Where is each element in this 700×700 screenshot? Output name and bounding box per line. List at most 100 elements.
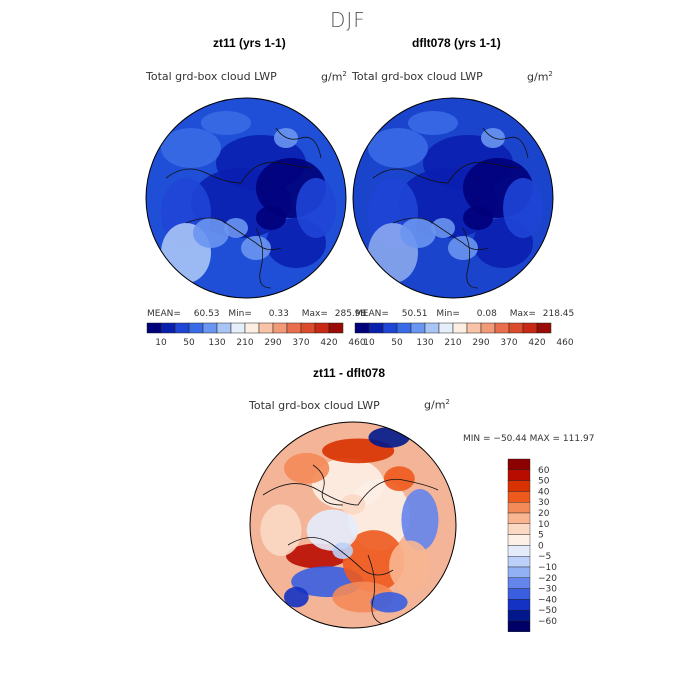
diff-colorbar-tick-label: 20 [538,509,550,519]
colorbar-swatch-1 [174,322,190,334]
colorbar-swatch-1 [188,322,204,334]
diff-region-14 [283,586,309,608]
panel-title-3: zt11 - dflt078 [313,366,386,380]
colorbar-tick-label-2: 10 [363,338,375,348]
colorbar-swatch-1 [160,322,176,334]
diff-colorbar-tick-label: −20 [538,574,557,584]
colorbar-swatch-2 [480,322,496,334]
diff-colorbar-tick-label: 60 [538,466,550,476]
diff-colorbar-tick-label: 5 [538,531,544,541]
lwp-region-1-9 [274,128,298,148]
units-label-1: g/m2 [321,70,347,84]
figure-title: DJF [330,8,366,32]
diff-region-16 [332,542,354,559]
colorbar-1: 10 50 130 210 290 370 420 460 [146,322,366,348]
colorbar-swatch-1 [202,322,218,334]
mean-label-2: MEAN= [355,309,389,319]
diff-coastline-c [367,554,386,626]
lwp-region-2-13 [463,206,493,230]
min-value-1: 0.33 [268,309,289,319]
colorbar-swatch-1 [244,322,260,334]
colorbar-tick-label-1: 420 [320,338,337,348]
coastline-b-1 [185,217,282,251]
lwp-region-2-12 [431,218,455,238]
colorbar-swatch-2 [354,322,370,334]
colorbar-tick-label-2: 460 [556,338,573,348]
diff-region-11 [306,509,359,551]
max-label-1: Max= [301,309,328,319]
mean-value-2: 50.51 [401,309,428,319]
colorbar-tick-label-1: 50 [183,338,195,348]
diff-colorbar-swatch [507,610,531,622]
colorbar-swatch-2 [424,322,440,334]
colorbar-swatch-1 [328,322,344,334]
colorbar-swatch-2 [536,322,552,334]
diff-colorbar-swatch [507,620,531,633]
diff-colorbar-tick-label: 10 [538,520,550,530]
colorbar-swatch-2 [522,322,538,334]
colorbar-swatch-2 [494,322,510,334]
units-label-2: g/m2 [527,70,553,84]
diff-colorbar-swatch [507,588,531,600]
diff-coastline-a [262,478,439,506]
variable-label-3: Total grd-box cloud LWP [249,399,380,412]
min-label-1: Min= [228,309,252,319]
diff-colorbar-swatch [507,599,531,611]
coastline-c-2 [462,227,479,289]
max-value-1: 285.98 [334,309,367,319]
coastline-d-2 [482,127,529,159]
colorbar-tick-label-2: 420 [528,338,545,348]
stats-line-2: MEAN= 50.51 Min= 0.08 Max= 218.45 [355,309,574,319]
diff-colorbar-swatch [507,491,531,503]
colorbar-tick-label-2: 370 [500,338,517,348]
colorbar-swatch-2 [410,322,426,334]
diff-colorbar-tick-label: 30 [538,498,550,508]
colorbar-tick-label-2: 50 [391,338,403,348]
lwp-region-2-9 [481,128,505,148]
colorbar-swatch-1 [258,322,274,334]
map-border-1 [145,97,347,299]
colorbar-swatch-2 [368,322,384,334]
diff-map-border [249,421,457,629]
variable-label-1: Total grd-box cloud LWP [146,70,277,83]
max-value-2: 218.45 [542,309,575,319]
diff-colorbar-swatch [507,469,531,481]
diff-region-4 [368,427,410,448]
colorbar-swatch-1 [286,322,302,334]
colorbar-tick-label-1: 130 [208,338,225,348]
min-value-2: 0.08 [476,309,497,319]
diff-colorbar-swatch [507,512,531,525]
colorbar-tick-label-1: 10 [155,338,167,348]
lwp-region-1-7 [193,218,229,248]
diff-region-13 [370,591,408,613]
diff-region-7 [342,530,405,592]
max-label-2: Max= [509,309,536,319]
lwp-region-1-3 [161,128,221,168]
colorbar-tick-label-2: 210 [444,338,461,348]
panel-title-2: dflt078 (yrs 1-1) [412,36,501,50]
difference-map [250,422,456,628]
diff-colorbar-tick-label: −10 [538,563,557,573]
lwp-region-1-11 [296,178,336,238]
colorbar-swatch-2 [508,322,524,334]
minmax-text-3: MIN = −50.44 MAX = 111.97 [463,434,595,444]
colorbar-tick-label-1: 290 [264,338,281,348]
diff-coastline-b [287,537,394,576]
colorbar-swatch-1 [272,322,288,334]
diff-region-9 [389,540,431,592]
coastline-b-2 [392,217,489,251]
lwp-region-1-12 [224,218,248,238]
diff-colorbar-swatch [507,502,531,514]
colorbar-swatch-2 [466,322,482,334]
diff-colorbar-swatch [507,458,531,471]
diff-colorbar-tick-label: −60 [538,617,557,627]
diff-colorbar-swatch [507,577,531,589]
diff-colorbar-tick-label: −50 [538,606,557,616]
colorbar-swatch-2 [382,322,398,334]
min-label-2: Min= [436,309,460,319]
colorbar-swatch-2 [396,322,412,334]
diff-colorbar-tick-label: −40 [538,595,557,605]
